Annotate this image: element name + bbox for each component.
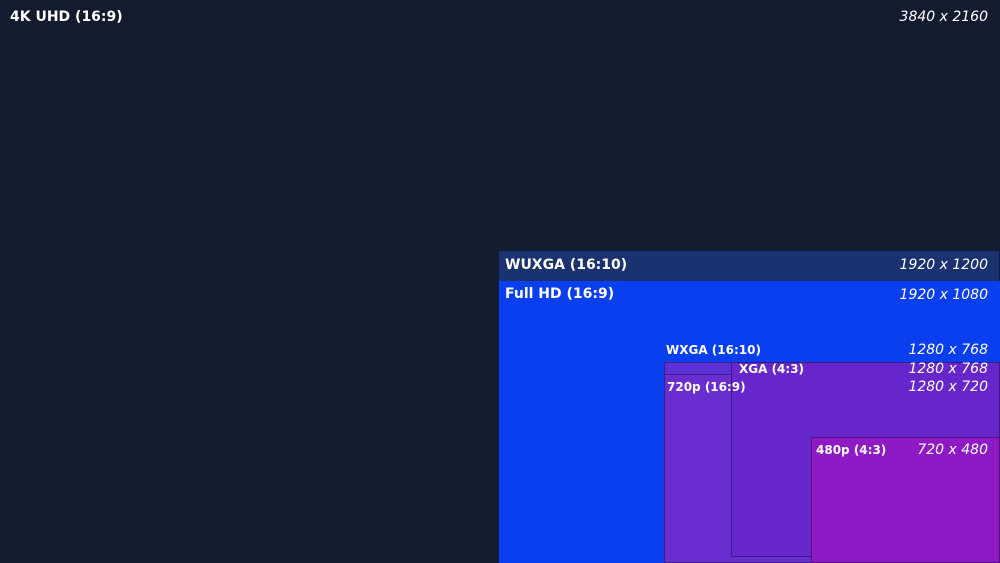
box-480p	[811, 437, 1000, 563]
label-name: 480p (4:3)	[816, 443, 887, 457]
label-name: 720p (16:9)	[667, 380, 746, 394]
label-size: 1280 x 720	[908, 379, 988, 395]
label-name: 4K UHD (16:9)	[10, 9, 123, 25]
label-size: 1280 x 768	[908, 361, 988, 377]
label-size: 1920 x 1200	[899, 257, 988, 273]
label-size: 3840 x 2160	[899, 9, 988, 25]
label-name: WUXGA (16:10)	[505, 257, 628, 273]
label-name: XGA (4:3)	[739, 362, 805, 376]
label-size: 1280 x 768	[908, 342, 988, 358]
label-size: 720 x 480	[917, 442, 988, 458]
label-name: Full HD (16:9)	[505, 286, 615, 302]
label-size: 1920 x 1080	[899, 287, 988, 303]
label-name: WXGA (16:10)	[666, 343, 761, 357]
